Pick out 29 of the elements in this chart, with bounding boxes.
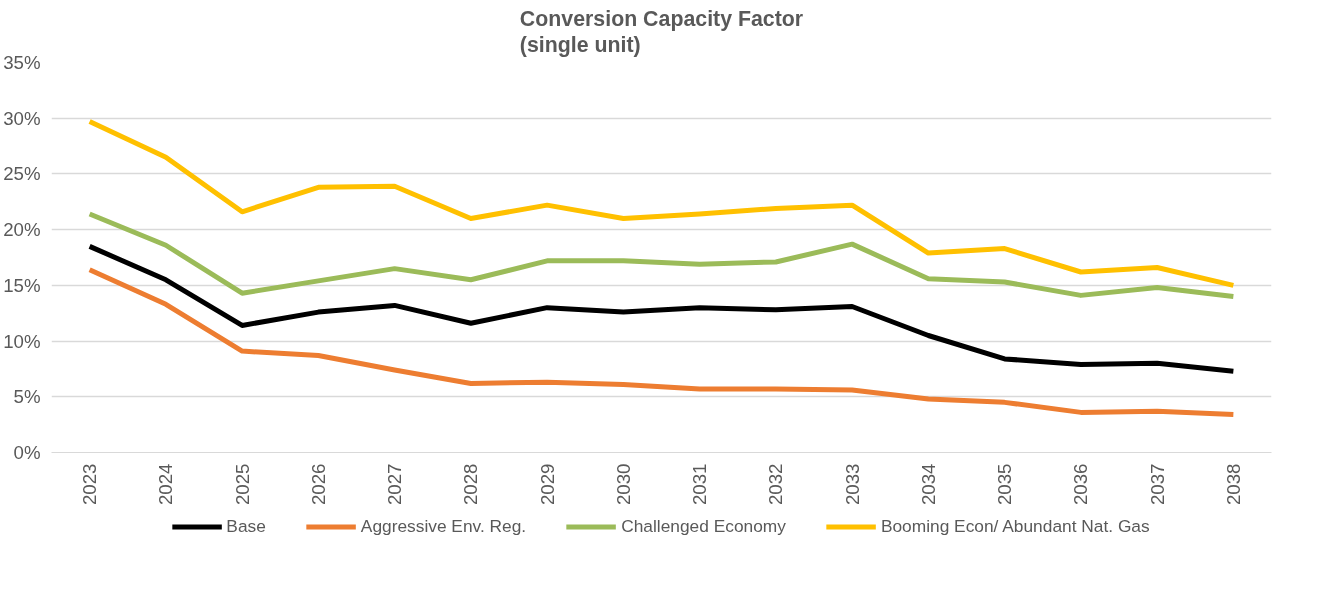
x-tick-label: 2037: [1146, 463, 1168, 505]
y-tick-label: 5%: [13, 386, 41, 408]
legend-label: Aggressive Env. Reg.: [360, 515, 527, 537]
y-tick-label: 0%: [13, 442, 41, 463]
x-tick-label: 2031: [689, 463, 711, 505]
y-tick-label: 10%: [3, 330, 41, 352]
x-tick-label: 2036: [1070, 463, 1092, 505]
legend-label: Booming Econ/ Abundant Nat. Gas: [880, 515, 1150, 537]
x-tick-label: 2026: [307, 463, 329, 505]
x-tick-label: 2032: [765, 463, 787, 505]
x-tick-label: 2023: [79, 463, 101, 505]
legend-label: Challenged Economy: [621, 515, 786, 537]
x-tick-label: 2035: [994, 463, 1016, 505]
x-tick-label: 2038: [1222, 463, 1244, 505]
y-tick-label: 15%: [3, 274, 41, 296]
x-tick-label: 2029: [536, 463, 558, 505]
x-tick-label: 2028: [460, 463, 482, 505]
x-tick-label: 2033: [841, 463, 863, 505]
x-tick-label: 2034: [917, 463, 939, 505]
y-tick-label: 35%: [3, 52, 41, 73]
chart-title: Conversion Capacity Factor (single unit): [519, 7, 804, 58]
x-tick-label: 2024: [155, 463, 177, 505]
legend-label: Base: [226, 515, 266, 537]
x-tick-label: 2025: [231, 463, 253, 505]
y-tick-label: 30%: [3, 107, 41, 129]
x-tick-label: 2027: [384, 463, 406, 505]
y-tick-label: 25%: [3, 163, 41, 185]
y-tick-label: 20%: [3, 219, 41, 241]
x-tick-label: 2030: [612, 463, 634, 505]
